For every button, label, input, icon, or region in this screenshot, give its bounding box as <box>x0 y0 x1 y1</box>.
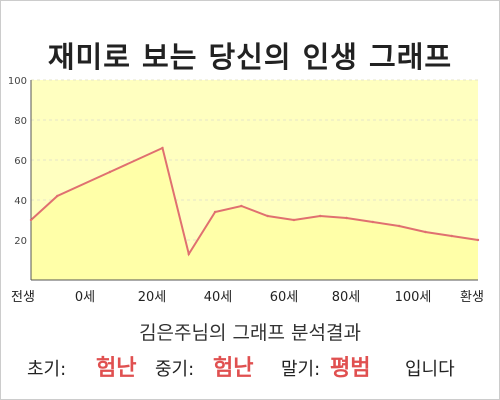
mid-label: 중기: <box>155 359 195 380</box>
data-point-13 <box>424 230 427 234</box>
data-point-1 <box>56 194 59 198</box>
data-point-14 <box>450 234 453 238</box>
x-tick-label-2: 20세 <box>138 290 167 305</box>
page-title: 재미로 보는 당신의 인생 그래프 <box>47 40 453 74</box>
mid-value: 험난 <box>213 356 254 381</box>
data-point-15 <box>476 238 480 242</box>
data-point-10 <box>345 216 348 220</box>
y-tick-labels: 20 40 60 80 100 <box>8 76 27 247</box>
data-point-11 <box>371 220 375 224</box>
x-tick-label-5: 80세 <box>332 290 361 305</box>
y-tick-label-2: 60 <box>14 156 27 167</box>
y-tick-label-1: 40 <box>14 196 27 207</box>
data-point-0 <box>29 218 33 222</box>
y-tick-label-3: 80 <box>14 116 27 127</box>
data-point-2 <box>108 170 112 174</box>
y-tick-label-4: 100 <box>8 76 27 87</box>
data-point-5 <box>213 210 217 214</box>
y-tick-label-0: 20 <box>14 236 27 247</box>
x-tick-label-4: 60세 <box>270 290 299 305</box>
late-label: 말기: <box>281 359 321 380</box>
result-line: 초기: 험난 중기: 험난 말기: 평범 입니다 <box>0 345 500 385</box>
data-point-9 <box>319 214 322 218</box>
result-suffix: 입니다 <box>405 359 455 380</box>
x-tick-label-0: 전생 <box>11 290 35 305</box>
x-tick-labels: 전생 0세 20세 40세 60세 80세 100세 환생 <box>11 290 484 305</box>
area-fill <box>31 148 478 280</box>
data-point-8 <box>292 218 296 222</box>
analysis-subtitle: 김은주님의 그래프 분석결과 <box>139 322 361 344</box>
data-point-4 <box>187 252 190 256</box>
data-point-7 <box>266 214 269 218</box>
data-point-6 <box>240 204 243 208</box>
x-tick-label-1: 0세 <box>75 290 95 305</box>
data-point-12 <box>397 224 401 228</box>
x-tick-label-7: 환생 <box>460 290 484 305</box>
x-tick-label-3: 40세 <box>204 290 233 305</box>
early-label: 초기: <box>27 359 67 380</box>
late-value: 평범 <box>330 356 371 381</box>
series-line <box>30 146 479 257</box>
x-tick-label-6: 100세 <box>395 290 432 305</box>
early-value: 험난 <box>96 356 137 381</box>
data-point-3 <box>161 146 164 150</box>
